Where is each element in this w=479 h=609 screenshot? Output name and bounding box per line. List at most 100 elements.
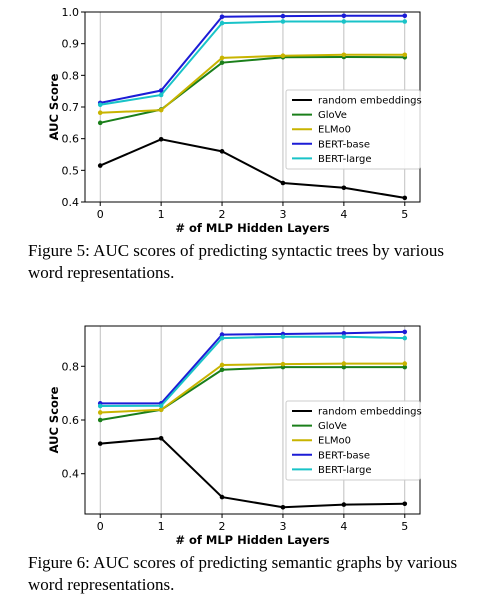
- x-axis-label: # of MLP Hidden Layers: [175, 533, 329, 547]
- legend-label: GloVe: [318, 110, 347, 121]
- data-point-glove: [97, 417, 103, 423]
- data-point-random-embeddings: [341, 502, 347, 507]
- legend-label: BERT-base: [318, 139, 370, 150]
- data-point-random-embeddings: [158, 137, 164, 142]
- series-line-glove: [100, 366, 405, 421]
- y-tick-label: 0.6: [62, 133, 80, 146]
- data-point-glove: [402, 364, 408, 370]
- chart-syntactic-trees: 0 1 2 3 4 5 0.4 0.5 0.6 0.7 0.8 0.9 1.0 # of MLP Hidd…: [47, 6, 422, 235]
- data-point-random-embeddings: [219, 494, 225, 500]
- legend-label: random embeddings: [318, 96, 422, 107]
- data-point-glove: [97, 120, 103, 126]
- data-point-elmo0: [402, 52, 408, 58]
- legend-label: BERT-large: [318, 465, 372, 476]
- data-point-glove: [219, 60, 225, 65]
- y-tick-label: 0.8: [62, 360, 80, 373]
- y-tick-label: 1.0: [62, 6, 80, 19]
- figure-5: 0 1 2 3 4 5 0.4 0.5 0.6 0.7 0.8 0.9 1.0 # of MLP Hidd…: [0, 0, 479, 300]
- series-line-random-embeddings: [100, 437, 405, 509]
- legend-label: ELMo0: [318, 436, 351, 447]
- data-point-glove: [341, 364, 347, 370]
- data-point-random-embeddings: [402, 195, 408, 201]
- data-point-bert-large: [219, 335, 225, 341]
- y-tick-label: 0.6: [62, 414, 80, 427]
- data-point-bert-large: [97, 403, 103, 409]
- data-point-elmo0: [158, 107, 164, 113]
- data-point-elmo0: [280, 361, 286, 367]
- x-tick-label: 4: [340, 208, 347, 221]
- data-point-bert-base: [402, 13, 408, 19]
- y-tick-label: 0.5: [62, 164, 80, 177]
- data-point-bert-base: [341, 13, 347, 19]
- legend-box: [285, 400, 421, 481]
- x-tick-label: 5: [401, 520, 408, 533]
- y-tick-label: 0.4: [62, 196, 80, 209]
- data-point-elmo0: [97, 110, 103, 115]
- series-line-elmo0: [100, 362, 405, 414]
- data-point-bert-base: [280, 13, 286, 19]
- data-point-elmo0: [158, 407, 164, 413]
- data-point-elmo0: [402, 361, 408, 366]
- series-line-bert-large: [100, 335, 405, 408]
- x-tick-label: 2: [219, 520, 226, 533]
- figure-6: 0 1 2 3 4 5 0.4 0.6 0.8 # of MLP Hidden Layers AUC…: [0, 300, 479, 609]
- series-line-glove: [100, 55, 405, 124]
- data-point-bert-large: [341, 19, 347, 24]
- data-point-elmo0: [219, 55, 225, 61]
- data-point-random-embeddings: [341, 185, 347, 191]
- figure-caption: Figure 5: AUC scores of predicting synta…: [28, 241, 444, 282]
- data-point-bert-base: [219, 14, 225, 20]
- y-tick-label: 0.9: [62, 38, 80, 51]
- y-tick-label: 0.7: [62, 101, 80, 114]
- legend-label: random embeddings: [318, 407, 422, 418]
- series-line-bert-base: [100, 330, 405, 405]
- data-point-bert-large: [280, 19, 286, 24]
- data-point-bert-large: [402, 19, 408, 24]
- data-point-random-embeddings: [97, 441, 103, 446]
- series-line-elmo0: [100, 53, 405, 114]
- data-point-elmo0: [341, 361, 347, 366]
- data-point-bert-large: [158, 403, 164, 409]
- series-line-bert-base: [100, 14, 405, 104]
- data-point-elmo0: [97, 410, 103, 415]
- y-axis-label: AUC Score: [47, 386, 61, 453]
- data-point-bert-large: [158, 92, 164, 98]
- y-axis-label: AUC Score: [47, 73, 61, 140]
- x-tick-label: 0: [97, 208, 104, 221]
- legend-label: ELMo0: [318, 125, 351, 136]
- data-point-random-embeddings: [402, 501, 408, 507]
- data-point-random-embeddings: [158, 435, 164, 441]
- data-point-random-embeddings: [280, 504, 286, 510]
- data-point-bert-large: [97, 102, 103, 108]
- data-point-random-embeddings: [219, 149, 225, 154]
- chart-semantic-graphs: 0 1 2 3 4 5 0.4 0.6 0.8 # of MLP Hidden Layers AUC…: [47, 325, 422, 547]
- data-point-random-embeddings: [280, 180, 286, 186]
- data-point-elmo0: [341, 52, 347, 58]
- x-tick-label: 3: [279, 208, 286, 221]
- data-point-random-embeddings: [97, 163, 103, 168]
- data-point-glove: [219, 367, 225, 373]
- x-tick-label: 3: [279, 520, 286, 533]
- legend-box: [285, 89, 421, 170]
- data-point-bert-large: [402, 335, 408, 341]
- data-point-bert-large: [341, 334, 347, 340]
- x-axis-label: # of MLP Hidden Layers: [175, 221, 329, 235]
- data-point-elmo0: [280, 53, 286, 58]
- x-tick-label: 0: [97, 520, 104, 533]
- legend-label: BERT-large: [318, 154, 372, 165]
- y-tick-label: 0.8: [62, 69, 80, 82]
- data-point-bert-large: [280, 334, 286, 340]
- legend-label: BERT-base: [318, 450, 370, 461]
- data-point-elmo0: [219, 362, 225, 368]
- data-point-bert-base: [219, 332, 225, 337]
- x-tick-label: 5: [401, 208, 408, 221]
- data-point-bert-base: [402, 329, 408, 335]
- x-tick-label: 1: [158, 208, 165, 221]
- legend-label: GloVe: [318, 421, 347, 432]
- data-point-bert-base: [341, 330, 347, 336]
- data-point-bert-base: [158, 88, 164, 93]
- x-tick-label: 2: [219, 208, 226, 221]
- x-tick-label: 4: [340, 520, 347, 533]
- y-tick-label: 0.4: [62, 468, 80, 481]
- figure-caption: Figure 6: AUC scores of predicting seman…: [28, 553, 458, 594]
